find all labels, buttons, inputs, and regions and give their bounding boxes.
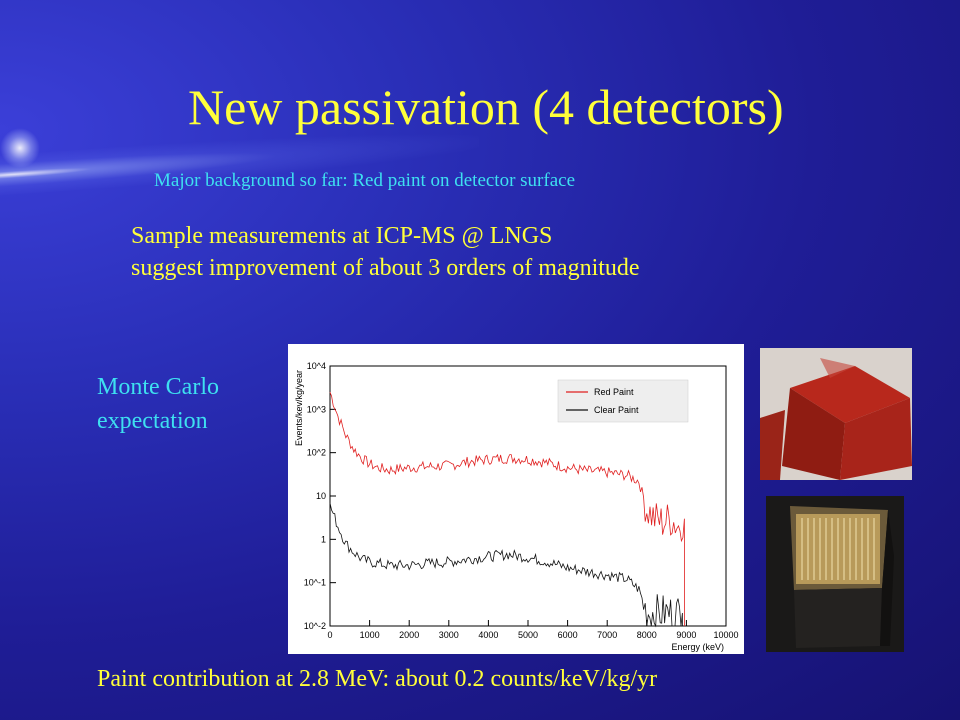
sample-line-1: Sample measurements at ICP-MS @ LNGS [131, 223, 553, 249]
paint-contribution-text: Paint contribution at 2.8 MeV: about 0.2… [97, 666, 658, 692]
x-tick-label: 9000 [676, 630, 696, 640]
clear-paint-detector-photo [766, 496, 904, 652]
x-tick-label: 0 [327, 630, 332, 640]
x-tick-label: 6000 [558, 630, 578, 640]
y-tick-label: 10^-1 [304, 578, 326, 588]
x-tick-label: 10000 [713, 630, 738, 640]
sample-line-2: suggest improvement of about 3 orders of… [131, 255, 640, 281]
x-tick-label: 3000 [439, 630, 459, 640]
legend-box [557, 379, 689, 423]
y-tick-label: 10^-2 [304, 621, 326, 631]
y-tick-label: 1 [321, 534, 326, 544]
monte-carlo-label: Monte Carlo expectation [97, 370, 219, 438]
y-tick-label: 10^3 [307, 404, 326, 414]
x-tick-label: 8000 [637, 630, 657, 640]
spectrum-chart-svg: 0 1000 2000 3000 4000 5000 6000 7000 8000 9000 100… [294, 361, 739, 652]
y-axis-label: Events/kev/kg/year [294, 370, 304, 446]
y-tick-label: 10^4 [307, 361, 326, 371]
red-paint-detector-photo [760, 348, 912, 480]
series-line-0 [329, 392, 685, 626]
mc-line-1: Monte Carlo [97, 374, 219, 400]
x-axis-label: Energy (keV) [671, 642, 724, 652]
slide-subtitle: Major background so far: Red paint on de… [154, 170, 576, 191]
slide-title: New passivation (4 detectors) [188, 79, 784, 135]
y-tick-label: 10^2 [307, 448, 326, 458]
y-tick-label: 10 [316, 491, 326, 501]
legend-label-1: Clear Paint [594, 405, 639, 415]
x-tick-label: 2000 [399, 630, 419, 640]
sample-measurements-text: Sample measurements at ICP-MS @ LNGS sug… [131, 220, 640, 284]
x-tick-label: 4000 [478, 630, 498, 640]
lens-flare-dot [0, 128, 40, 168]
x-tick-label: 1000 [360, 630, 380, 640]
legend-label-0: Red Paint [594, 387, 634, 397]
mc-line-2: expectation [97, 408, 208, 434]
series-line-1 [329, 502, 683, 628]
x-tick-label: 7000 [597, 630, 617, 640]
spectrum-plot: 0 1000 2000 3000 4000 5000 6000 7000 8000 9000 100… [288, 344, 744, 654]
x-tick-label: 5000 [518, 630, 538, 640]
